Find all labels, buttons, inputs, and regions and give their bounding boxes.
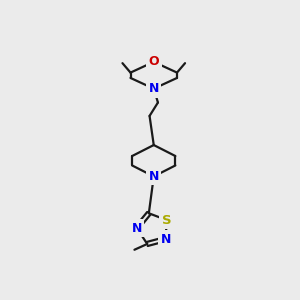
Text: O: O	[148, 56, 159, 68]
Text: N: N	[148, 82, 159, 95]
Text: N: N	[132, 221, 142, 235]
Text: N: N	[148, 170, 159, 183]
Text: S: S	[162, 214, 172, 226]
Text: N: N	[160, 232, 171, 246]
